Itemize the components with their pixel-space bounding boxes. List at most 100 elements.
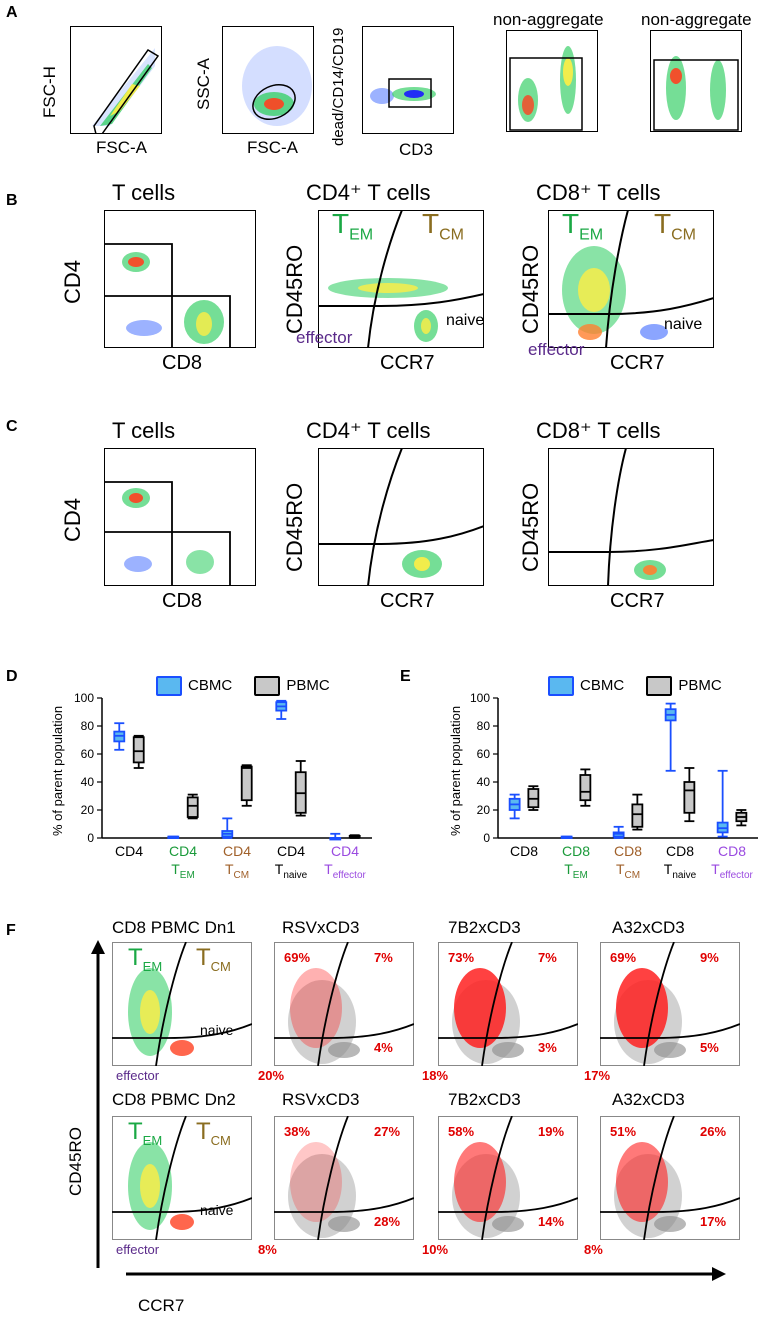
panelF-x-arrow: [126, 1267, 726, 1281]
panel-label-d: D: [6, 668, 18, 685]
gate-curve-vertical: [481, 942, 513, 1066]
gate-curve-vertical: [643, 1116, 675, 1240]
scatter-naive: [328, 1042, 360, 1058]
x-category-label: CD4: [115, 843, 143, 859]
box-body: [186, 796, 199, 818]
gate-curve-vertical: [643, 942, 675, 1066]
panelB-tem-label: TEM: [332, 208, 373, 245]
panel-label-e: E: [400, 668, 411, 685]
scatter-naive: [654, 1042, 686, 1058]
box-body: [631, 803, 644, 828]
scatter-red: [454, 1142, 506, 1222]
panelF-plot-r1-c2: [274, 942, 414, 1066]
panelB-plot-3-xlabel: CCR7: [610, 352, 665, 374]
panelF-tcm-label: TCM: [196, 1118, 231, 1148]
panelA-plot-3-svg: [362, 26, 454, 134]
panelC-plot-2: [318, 447, 485, 587]
panelA-plot-1-ylabel: FSC-H: [40, 66, 59, 118]
panelB-tem-label-2: TEM: [562, 208, 603, 245]
panelF-pct-tr: 19%: [538, 1124, 565, 1139]
gate-curve-vertical: [317, 1116, 349, 1240]
panelB-tcm-text: T: [422, 208, 440, 239]
panelB-plot-1: [104, 210, 256, 348]
y-tick-label: 0: [87, 831, 94, 845]
panelA-plot-4-svg: [506, 30, 598, 132]
x-category-sublabel: Teffector: [324, 861, 366, 880]
panelF-pct-tr: 7%: [374, 950, 393, 965]
panelA-plot-2-svg: [222, 26, 314, 134]
panelC-plot-3: [548, 447, 715, 587]
y-tick-label: 40: [81, 775, 95, 789]
panelE-chart: 100 80 60 40 20 0 CD8 CD8 TEM CD8 TCM CD8 Tnaive CD8 T…: [470, 691, 758, 880]
panelF-pct-tr: 7%: [538, 950, 557, 965]
panelB-effector-label: effector: [296, 328, 353, 347]
panelF-pct-tl: 69%: [284, 950, 311, 965]
panelC-plot-3-ylabel: CD45RO: [518, 482, 543, 572]
gate-curve-horizontal: [600, 1197, 740, 1213]
panelB-effector-label-2: effector: [528, 340, 585, 359]
panelB-plot-1-svg: [104, 210, 256, 348]
panelF-pct-bl: 8%: [584, 1242, 603, 1257]
x-category-label: CD4: [277, 843, 305, 859]
gate-curve-horizontal: [274, 1023, 414, 1039]
panelB-plot-1-xlabel: CD8: [162, 352, 203, 374]
panelF-tcm-label: TCM: [196, 944, 231, 974]
panelF-pct-bl: 20%: [258, 1068, 285, 1083]
gate-curve-horizontal: [112, 1197, 252, 1213]
panelF-plot-r1-c1: [112, 942, 252, 1066]
panelB-tcm-sub: CM: [439, 226, 464, 244]
panelA-plot-3-ylabel: dead/CD14/CD19: [330, 27, 347, 146]
panelE-legend-cbmc-swatch: [548, 676, 574, 696]
panelB-plot-1-ylabel: CD4: [60, 259, 85, 304]
panelE-legend-pbmc: PBMC: [678, 676, 722, 694]
panel-label-b: B: [6, 192, 18, 209]
panelB-naive-label-2: naive: [664, 316, 703, 333]
x-category-label: CD4: [223, 843, 251, 859]
x-category-sublabel: Tnaive: [275, 861, 308, 880]
gate-curve-horizontal: [600, 1023, 740, 1039]
panelF-plot-r2-c4: [600, 1116, 740, 1240]
panelF-naive-label: naive: [200, 1022, 234, 1038]
panelF-pct-tr: 9%: [700, 950, 719, 965]
x-category-sublabel: TEM: [171, 861, 195, 880]
panelA-plot-2-xlabel: FSC-A: [247, 138, 298, 157]
x-category-subscript: effector: [333, 870, 367, 880]
panelF-pct-tr: 26%: [700, 1124, 727, 1139]
panelB-tem-text: T: [332, 208, 350, 239]
panelF-row2-title-1: CD8 PBMC Dn2: [112, 1090, 236, 1109]
panelE-legend-cbmc: CBMC: [580, 676, 625, 694]
y-tick-label: 60: [81, 747, 95, 761]
panelF-tem-text: T: [128, 1118, 143, 1145]
box-body: [579, 774, 592, 802]
scatter-naive: [492, 1042, 524, 1058]
panelD-legend-cbmc: CBMC: [188, 676, 233, 694]
panelB-plot-3-svg: [548, 209, 715, 349]
panelF-xlabel: CCR7: [138, 1296, 185, 1315]
y-tick-label: 20: [477, 803, 491, 817]
density-naive: [170, 1040, 194, 1056]
panelA-plot-1-svg: [70, 26, 162, 135]
panelC-plot-1: [104, 448, 256, 586]
x-category-sublabel: TEM: [564, 861, 588, 880]
panelB-tcm-label-2: TCM: [654, 208, 696, 245]
panelF-row1-title-2: RSVxCD3: [282, 918, 360, 937]
panelF-effector-label: effector: [116, 1242, 160, 1257]
panelF-plot-r2-c3: [438, 1116, 578, 1240]
panelD-legend-cbmc-swatch: [156, 676, 182, 696]
panelF-tcm-sub: CM: [210, 958, 231, 974]
panelD-legend: CBMC PBMC: [156, 676, 330, 696]
x-category-subscript: CM: [234, 870, 250, 880]
panelA-plot-5: [650, 30, 742, 132]
density-core: [140, 1164, 160, 1208]
panelF-row2-title-2: RSVxCD3: [282, 1090, 360, 1109]
panelF-ylabel: CD45RO: [66, 1127, 85, 1196]
panelB-plot-2-ylabel: CD45RO: [282, 244, 307, 334]
panelB-tem-text-2: T: [562, 208, 580, 239]
gate-curve-horizontal: [274, 1197, 414, 1213]
x-category-label: CD4: [169, 843, 197, 859]
y-tick-label: 100: [74, 691, 94, 705]
x-category-subscript: naive: [672, 870, 696, 880]
y-tick-label: 20: [81, 803, 95, 817]
panelB-plot-3: [548, 209, 715, 349]
panelF-row2-title-3: 7B2xCD3: [448, 1090, 521, 1109]
